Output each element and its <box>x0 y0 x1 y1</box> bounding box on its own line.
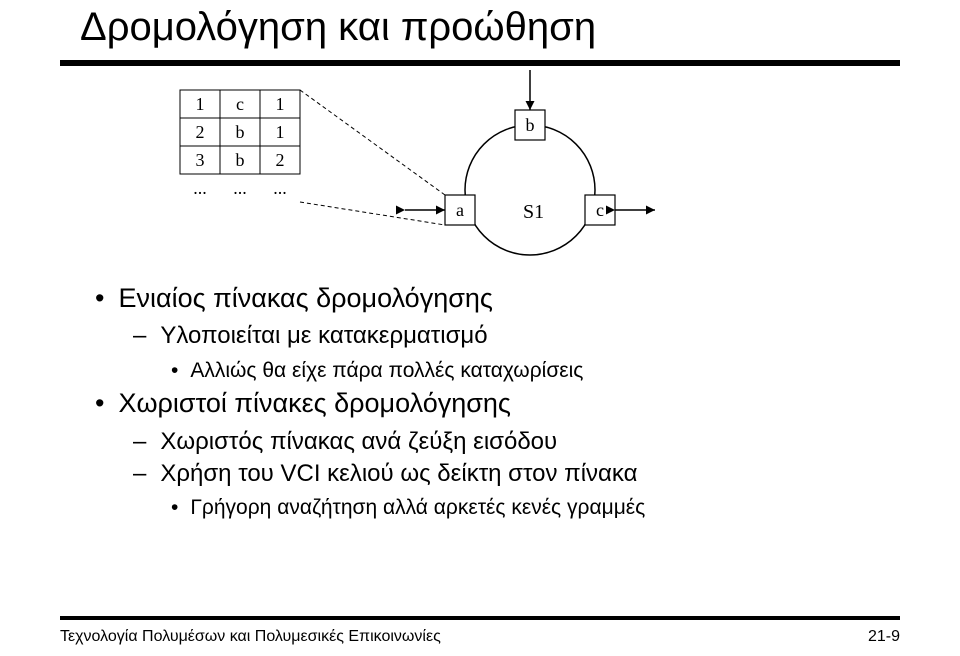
svg-text:c: c <box>236 94 244 114</box>
svg-text:...: ... <box>233 178 247 198</box>
svg-text:...: ... <box>193 178 207 198</box>
slide-title: Δρομολόγηση και προώθηση <box>80 5 596 50</box>
svg-text:...: ... <box>273 178 287 198</box>
list-item: Ενιαίος πίνακας δρομολόγησηςΥλοποιείται … <box>95 280 645 385</box>
list-item: Χωριστός πίνακας ανά ζεύξη εισόδου <box>133 426 645 458</box>
svg-text:1: 1 <box>276 94 285 114</box>
list-item: Χρήση του VCI κελιού ως δείκτη στον πίνα… <box>133 458 645 523</box>
svg-text:c: c <box>596 200 604 220</box>
svg-text:b: b <box>236 122 245 142</box>
svg-text:b: b <box>526 115 535 135</box>
footer-left: Τεχνολογία Πολυμέσων και Πολυμεσικές Επι… <box>60 628 441 646</box>
list-item: Υλοποιείται με κατακερματισμόΑλλιώς θα ε… <box>133 320 645 385</box>
list-item: Αλλιώς θα είχε πάρα πολλές καταχωρίσεις <box>171 357 645 385</box>
footer-right: 21-9 <box>868 628 900 646</box>
svg-text:1: 1 <box>276 122 285 142</box>
svg-text:2: 2 <box>196 122 205 142</box>
svg-text:S1: S1 <box>523 201 544 223</box>
svg-text:2: 2 <box>276 150 285 170</box>
list-item: Χωριστοί πίνακες δρομολόγησηςΧωριστός πί… <box>95 385 645 523</box>
svg-text:3: 3 <box>196 150 205 170</box>
diagram-svg: 1c12b13b2.........S1abc <box>0 70 960 270</box>
bullet-list: Ενιαίος πίνακας δρομολόγησηςΥλοποιείται … <box>95 280 645 523</box>
list-item: Γρήγορη αναζήτηση αλλά αρκετές κενές γρα… <box>171 494 645 522</box>
slide-page: Δρομολόγηση και προώθηση 1 c 1 2 b 1 3 b 2......… <box>0 0 960 656</box>
svg-text:1: 1 <box>196 94 205 114</box>
svg-text:a: a <box>456 200 464 220</box>
svg-text:b: b <box>236 150 245 170</box>
footer-rule <box>60 616 900 620</box>
title-underline <box>60 60 900 66</box>
